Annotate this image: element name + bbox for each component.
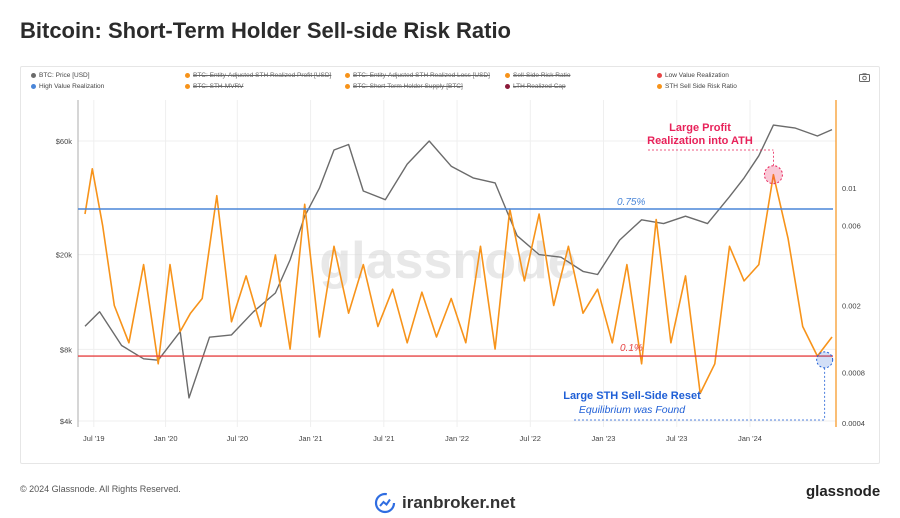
legend-item[interactable]: BTC: STH-MVRV: [185, 83, 243, 90]
low-value-label: 0.1%: [620, 343, 643, 354]
legend-item[interactable]: BTC: Entity-Adjusted STH Realized Profit…: [185, 72, 331, 79]
legend-swatch: [345, 73, 350, 78]
x-tick-label: Jul '23: [666, 434, 687, 443]
profit-peak-marker: [763, 165, 783, 185]
y-right-tick-label: 0.006: [842, 221, 861, 230]
legend-swatch: [31, 73, 36, 78]
reset-annotation-title: Large STH Sell-Side Reset: [563, 390, 701, 402]
legend-label: STH Sell Side Risk Ratio: [665, 83, 737, 90]
x-tick-label: Jan '23: [592, 434, 616, 443]
legend-item[interactable]: BTC: Entity-Adjusted STH Realized Loss […: [345, 72, 490, 79]
legend-swatch: [505, 73, 510, 78]
legend-label: High Value Realization: [39, 83, 105, 90]
legend-label: Sell-Side Risk Ratio: [513, 72, 571, 79]
glassnode-logo: glassnode: [806, 483, 881, 500]
legend-swatch: [345, 84, 350, 89]
x-tick-label: Jan '20: [154, 434, 178, 443]
y-left-tick-label: $8k: [60, 345, 72, 354]
legend-item[interactable]: BTC: Price [USD]: [31, 72, 90, 79]
x-tick-label: Jul '22: [520, 434, 541, 443]
x-tick-label: Jul '21: [373, 434, 394, 443]
legend-label: BTC: Price [USD]: [39, 72, 90, 79]
camera-icon[interactable]: [859, 73, 870, 85]
reset-marker: [816, 351, 834, 369]
reset-annotation-subtitle: Equilibrium was Found: [579, 404, 686, 416]
profit-annotation-line2: Realization into ATH: [647, 135, 753, 147]
legend-swatch: [657, 73, 662, 78]
y-left-tick-label: $20k: [56, 251, 73, 260]
profit-annotation-line1: Large Profit: [669, 122, 731, 134]
y-right-tick-label: 0.01: [842, 184, 857, 193]
legend-label: BTC: Entity-Adjusted STH Realized Loss […: [353, 72, 490, 79]
x-tick-label: Jul '19: [83, 434, 104, 443]
iranbroker-logo-text: iranbroker.net: [402, 493, 516, 512]
x-tick-label: Jul '20: [227, 434, 248, 443]
y-left-tick-label: $4k: [60, 417, 72, 426]
y-right-tick-label: 0.0004: [842, 419, 865, 428]
legend-label: Low Value Realization: [665, 72, 729, 79]
x-tick-label: Jan '21: [299, 434, 323, 443]
high-value-label: 0.75%: [617, 197, 645, 208]
legend-label: LTH Realized Cap: [513, 83, 566, 90]
iranbroker-logo: iranbroker.net: [374, 492, 515, 514]
legend-swatch: [505, 84, 510, 89]
legend-item[interactable]: High Value Realization: [31, 83, 104, 90]
copyright-text: © 2024 Glassnode. All Rights Reserved.: [20, 484, 181, 494]
legend-swatch: [185, 84, 190, 89]
legend-label: BTC: Entity-Adjusted STH Realized Profit…: [193, 72, 332, 79]
legend-item[interactable]: BTC: Short-Term Holder Supply [BTC]: [345, 83, 463, 90]
legend-swatch: [31, 84, 36, 89]
legend-item[interactable]: Low Value Realization: [657, 72, 729, 79]
y-left-tick-label: $60k: [56, 137, 73, 146]
legend-label: BTC: STH-MVRV: [193, 83, 244, 90]
chart-title: Bitcoin: Short-Term Holder Sell-side Ris…: [20, 18, 511, 43]
legend-item[interactable]: Sell-Side Risk Ratio: [505, 72, 570, 79]
legend-item[interactable]: STH Sell Side Risk Ratio: [657, 83, 737, 90]
series-line-price: [84, 124, 833, 399]
iranbroker-logo-icon: [374, 492, 396, 514]
legend-swatch: [185, 73, 190, 78]
legend-item[interactable]: LTH Realized Cap: [505, 83, 566, 90]
y-right-tick-label: 0.002: [842, 302, 861, 311]
y-right-tick-label: 0.0008: [842, 368, 865, 377]
x-tick-label: Jan '22: [445, 434, 469, 443]
legend-label: BTC: Short-Term Holder Supply [BTC]: [353, 83, 463, 90]
series-line-sth-risk-ratio: [84, 168, 833, 395]
x-tick-label: Jan '24: [738, 434, 762, 443]
chart-panel: [20, 66, 880, 464]
chart-legend: BTC: Price [USD] BTC: Entity-Adjusted STH…: [31, 72, 851, 96]
legend-swatch: [657, 84, 662, 89]
